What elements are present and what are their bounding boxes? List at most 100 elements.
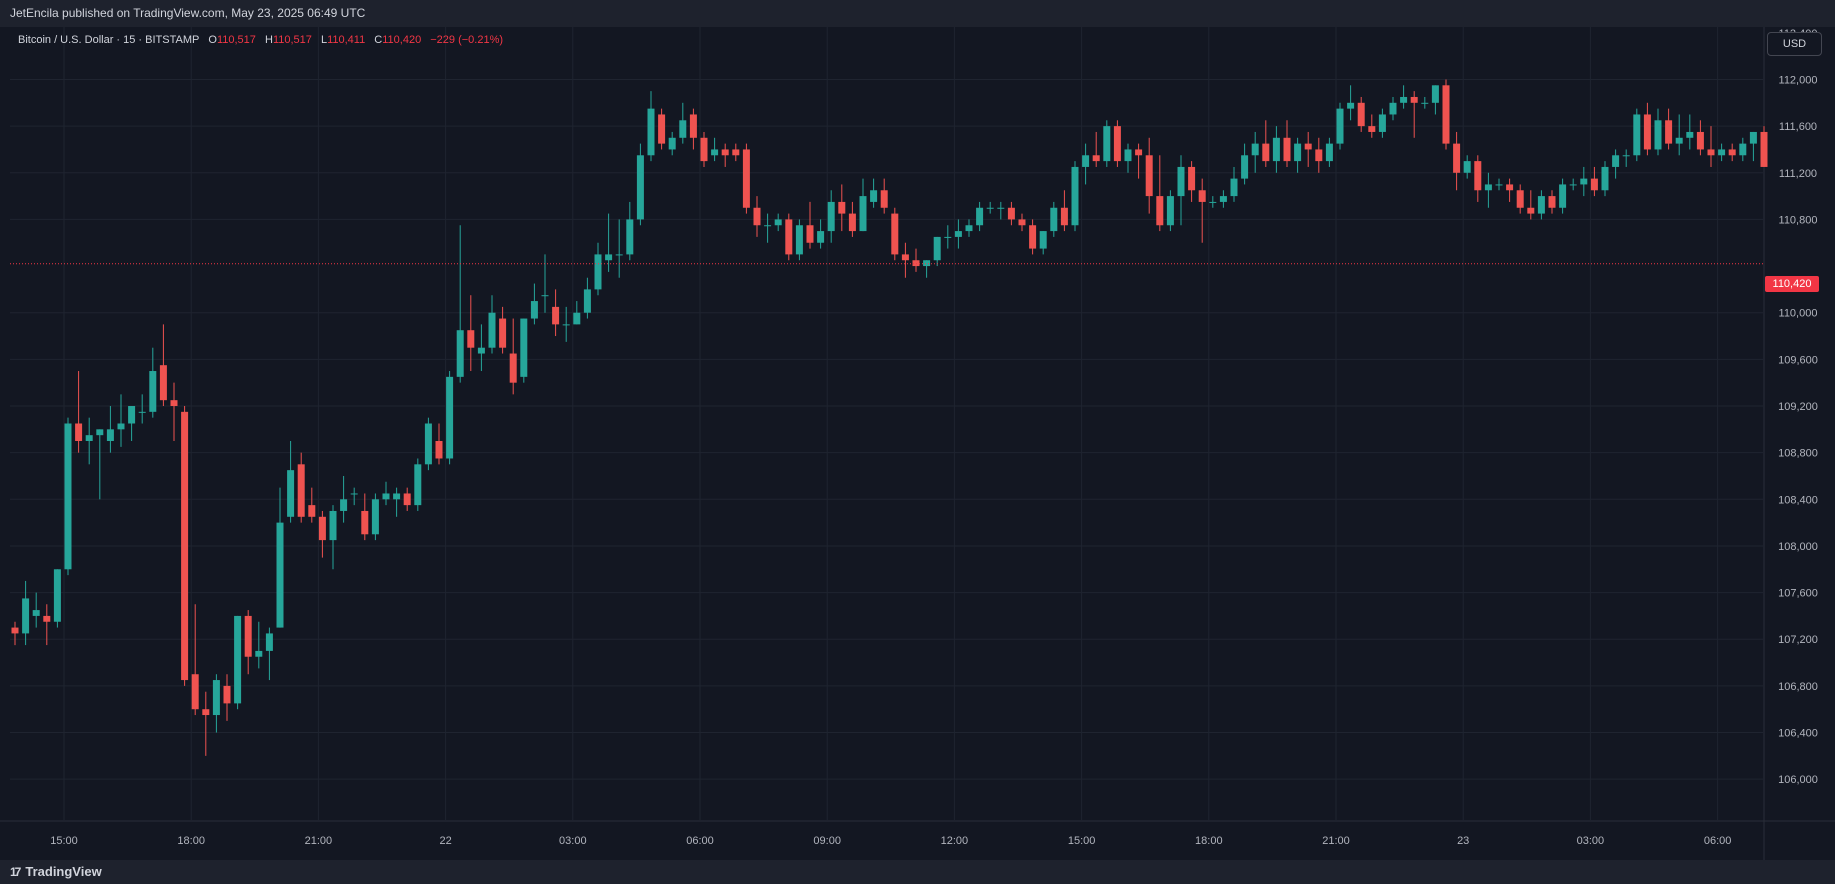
- candle: [1103, 120, 1111, 167]
- candle: [1749, 131, 1757, 162]
- candle-body: [870, 190, 878, 202]
- top-bar: JetEncila published on TradingView.com, …: [0, 0, 1835, 27]
- candle: [721, 143, 729, 167]
- candle-body: [1707, 149, 1715, 156]
- candle-body: [1463, 161, 1471, 173]
- x-tick-label: 18:00: [177, 835, 205, 847]
- candle-body: [912, 260, 920, 267]
- y-tick-label: 108,000: [1778, 541, 1818, 553]
- candle-body: [1124, 149, 1132, 162]
- candle: [742, 143, 750, 214]
- candlestick-chart[interactable]: 106,000 106,400 106,800 107,200 107,600 108,0…: [0, 27, 1835, 860]
- chart-area[interactable]: 106,000 106,400 106,800 107,200 107,600 108,0…: [0, 27, 1835, 860]
- candle: [1686, 114, 1694, 150]
- candle-body: [1219, 196, 1227, 202]
- candle: [1537, 190, 1545, 220]
- candle-body: [626, 219, 634, 255]
- candle-body: [1357, 102, 1365, 127]
- candle: [1135, 143, 1143, 179]
- candle: [827, 190, 835, 243]
- candle: [1029, 219, 1037, 255]
- candle-body: [711, 149, 719, 156]
- candle-body: [424, 423, 432, 465]
- x-tick-label: 15:00: [1068, 835, 1096, 847]
- candle-body: [1506, 184, 1514, 191]
- candle: [1198, 178, 1206, 243]
- candle: [1262, 120, 1270, 167]
- candle: [106, 406, 114, 453]
- candle: [1177, 155, 1185, 226]
- candle-body: [1283, 137, 1291, 162]
- candle: [658, 108, 666, 150]
- y-tick-label: 111,600: [1779, 121, 1817, 133]
- candle: [615, 219, 623, 278]
- tradingview-logo[interactable]: 17 TradingView: [10, 864, 102, 879]
- candle: [605, 213, 613, 272]
- candle-body: [1739, 143, 1747, 156]
- candle-body: [848, 213, 856, 232]
- candle: [986, 201, 994, 214]
- candle: [1707, 126, 1715, 167]
- candle: [1304, 131, 1312, 167]
- candle-body: [1559, 184, 1567, 208]
- candle: [976, 201, 984, 232]
- low-value: 110,411: [327, 34, 366, 46]
- candle: [32, 592, 40, 628]
- symbol-title[interactable]: Bitcoin / U.S. Dollar · 15 · BITSTAMP: [18, 34, 200, 46]
- candle-body: [1325, 143, 1333, 162]
- candle-body: [1166, 196, 1174, 226]
- candle-body: [265, 633, 273, 651]
- candle-body: [1431, 85, 1439, 103]
- candle-body: [32, 610, 40, 616]
- candle-body: [753, 207, 761, 226]
- candle: [371, 493, 379, 541]
- candle-body: [689, 114, 697, 138]
- candle-body: [499, 318, 507, 348]
- candle: [223, 674, 231, 721]
- candle-body: [668, 137, 676, 150]
- close-value: 110,420: [382, 34, 422, 46]
- y-tick-label: 107,200: [1778, 634, 1818, 646]
- x-tick-label: 12:00: [941, 835, 969, 847]
- candle: [191, 604, 199, 716]
- candle-body: [1251, 143, 1259, 156]
- candle: [149, 347, 157, 418]
- x-tick-label: 22: [439, 835, 451, 847]
- candle-body: [1347, 102, 1355, 109]
- candle: [1696, 120, 1704, 156]
- candle-body: [1410, 96, 1418, 103]
- candle: [1601, 161, 1609, 197]
- candle-body: [721, 149, 729, 156]
- candle: [393, 487, 401, 517]
- high-label: H: [264, 34, 273, 46]
- candle: [382, 481, 390, 506]
- candle: [350, 487, 358, 506]
- candle: [297, 452, 305, 523]
- candle-body: [22, 598, 30, 634]
- candle: [1230, 166, 1238, 202]
- candle: [1739, 137, 1747, 162]
- candle: [1113, 120, 1121, 167]
- candle: [636, 143, 644, 226]
- candle-body: [393, 493, 401, 500]
- candle-body: [1272, 137, 1280, 162]
- candle: [1728, 143, 1736, 162]
- candle: [22, 580, 30, 646]
- candle: [318, 510, 326, 558]
- candle: [308, 487, 316, 523]
- candle: [1484, 172, 1492, 208]
- candle: [1294, 137, 1302, 173]
- candle: [1092, 131, 1100, 167]
- currency-button[interactable]: USD: [1767, 32, 1822, 56]
- candle: [96, 429, 104, 500]
- candle-body: [562, 324, 570, 326]
- candle-body: [446, 376, 454, 459]
- candle-body: [1156, 196, 1164, 226]
- candle: [265, 627, 273, 681]
- candle-body: [986, 207, 994, 209]
- candle-body: [1241, 155, 1249, 179]
- candle-body: [1548, 196, 1556, 208]
- candle: [456, 225, 464, 383]
- candle-body: [1007, 207, 1015, 220]
- candle: [138, 394, 146, 424]
